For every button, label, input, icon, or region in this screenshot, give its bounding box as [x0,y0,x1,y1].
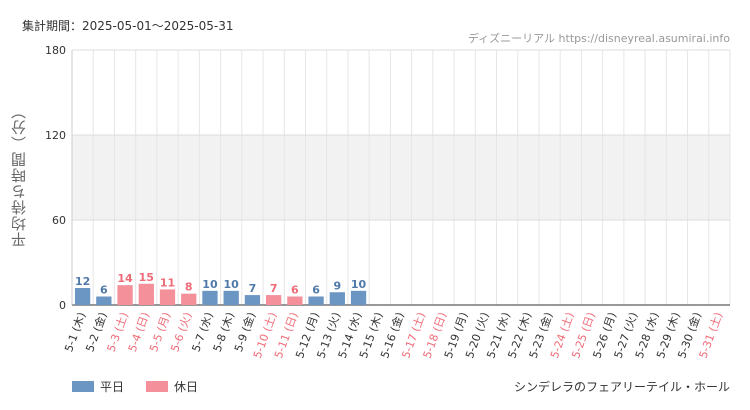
bar-value-label: 8 [185,281,193,294]
bar [266,295,282,305]
bar [74,288,91,305]
bar-value-label: 10 [351,278,367,291]
bar-value-label: 6 [100,284,108,297]
bar-value-label: 10 [224,278,240,291]
credit-label: ディズニーリアル https://disneyreal.asumirai.inf… [467,32,730,45]
bar-value-label: 7 [270,282,278,295]
y-tick-label: 0 [59,299,66,312]
bar-value-label: 6 [312,284,320,297]
bar [96,296,112,305]
legend-weekday-swatch [72,381,94,392]
bar-value-label: 9 [333,279,341,292]
bar [117,285,133,305]
bar [138,283,154,305]
legend-holiday-swatch [146,381,169,392]
bar-value-label: 10 [202,278,218,291]
legend-weekday: 平日 [72,378,124,395]
bar [159,289,176,305]
bar [329,292,345,305]
bar [202,290,218,305]
legend-weekday-label: 平日 [100,380,125,394]
bar-value-label: 12 [75,275,90,288]
y-tick-label: 60 [52,214,66,227]
legend-holiday-label: 休日 [174,380,199,394]
grid-band [72,135,730,220]
y-tick-label: 120 [45,129,66,142]
bar-value-label: 7 [249,282,257,295]
bar-value-label: 15 [139,271,154,284]
legend: 平日 休日 [72,378,220,395]
period-label: 集計期間：2025-05-01～2025-05-31 [22,19,234,33]
legend-holiday: 休日 [146,378,198,395]
bar [350,290,367,305]
bar [308,296,324,305]
bar [181,293,197,305]
bar-value-label: 11 [160,276,175,289]
bar [244,295,261,305]
bar [223,290,239,305]
bar-value-label: 14 [117,272,133,285]
bar-value-label: 6 [291,284,299,297]
attraction-name: シンデレラのフェアリーテイル・ホール [513,380,730,394]
y-tick-label: 180 [45,44,66,57]
bar [287,296,303,305]
